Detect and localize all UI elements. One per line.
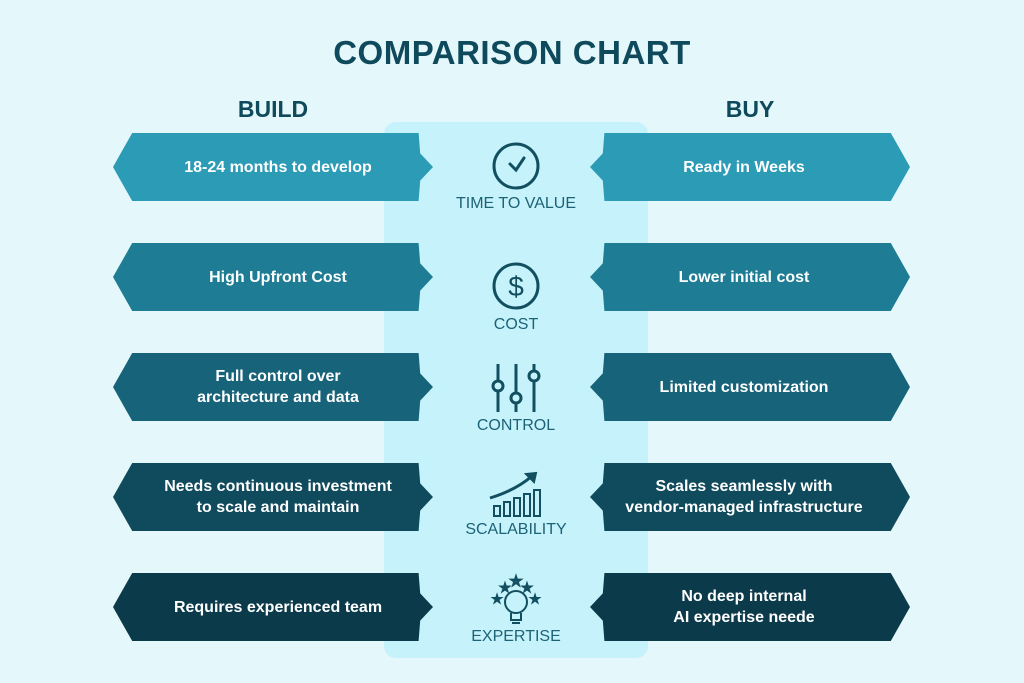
build-expertise-banner: Requires experienced team — [113, 573, 433, 641]
label-time-to-value: TIME TO VALUE — [455, 195, 577, 212]
build-time-text: 18-24 months to develop — [184, 158, 372, 176]
lightbulb-icon: ☆☆ ☆☆ ☆ — [492, 573, 540, 624]
build-scalability-text: Needs continuous investment to scale and… — [164, 478, 392, 516]
build-control-text: Full control over architecture and data — [197, 368, 359, 406]
buy-expertise-banner: No deep internal AI expertise neede — [590, 573, 910, 641]
buy-expertise-text: No deep internal AI expertise neede — [673, 588, 815, 626]
sliders-icon — [491, 364, 541, 412]
build-scalability-banner: Needs continuous investment to scale and… — [113, 463, 433, 531]
build-cost-text: High Upfront Cost — [209, 268, 347, 286]
label-cost: COST — [493, 316, 539, 333]
buy-scalability-banner: Scales seamlessly with vendor-managed in… — [590, 463, 910, 531]
growth-chart-icon — [489, 471, 541, 517]
build-control-banner: Full control over architecture and data — [113, 353, 433, 421]
clock-icon — [492, 142, 540, 190]
label-expertise: EXPERTISE — [471, 628, 561, 645]
svg-text:$: $ — [508, 271, 524, 302]
buy-control-banner: Limited customization — [590, 353, 910, 421]
label-control: CONTROL — [476, 417, 556, 434]
svg-text:☆: ☆ — [501, 583, 510, 594]
buy-cost-banner: Lower initial cost — [590, 243, 910, 311]
buy-heading: BUY — [725, 96, 775, 122]
label-scalability: SCALABILITY — [465, 521, 567, 538]
buy-cost-text: Lower initial cost — [678, 268, 810, 286]
build-time-banner: 18-24 months to develop — [113, 133, 433, 201]
build-heading: BUILD — [237, 96, 309, 122]
buy-time-text: Ready in Weeks — [683, 158, 805, 176]
svg-text:☆: ☆ — [511, 574, 522, 588]
svg-text:☆: ☆ — [493, 594, 501, 604]
svg-text:☆: ☆ — [531, 594, 539, 604]
dollar-icon: $ — [492, 262, 540, 310]
build-expertise-text: Requires experienced team — [173, 598, 383, 616]
buy-scalability-text: Scales seamlessly with vendor-managed in… — [625, 478, 863, 516]
page-title: COMPARISON CHART — [333, 34, 691, 71]
buy-time-banner: Ready in Weeks — [590, 133, 910, 201]
build-cost-banner: High Upfront Cost — [113, 243, 433, 311]
svg-text:☆: ☆ — [523, 583, 532, 594]
buy-control-text: Limited customization — [659, 378, 829, 396]
